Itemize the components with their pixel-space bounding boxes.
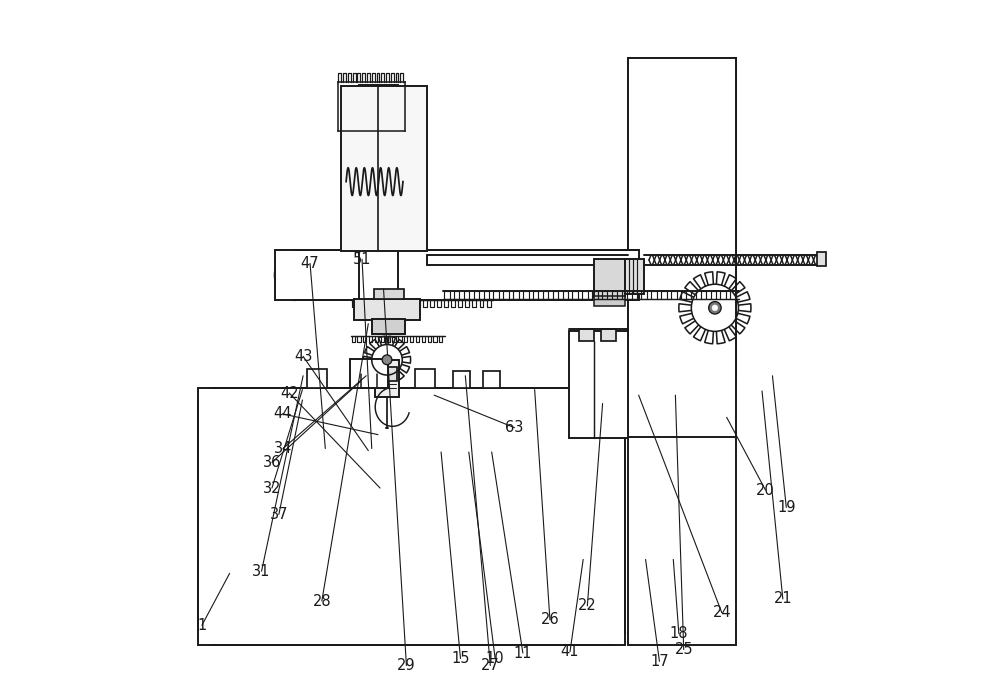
Text: 25: 25 — [674, 642, 693, 657]
Text: 47: 47 — [301, 256, 319, 271]
Bar — [579, 329, 594, 341]
Bar — [817, 253, 826, 266]
Text: 11: 11 — [514, 645, 532, 661]
Bar — [628, 58, 736, 438]
Bar — [594, 260, 625, 297]
Text: 17: 17 — [650, 654, 669, 669]
Bar — [569, 331, 628, 438]
Text: 42: 42 — [280, 386, 299, 401]
Bar — [350, 359, 388, 388]
Text: 21: 21 — [774, 592, 792, 606]
Text: 37: 37 — [270, 507, 288, 522]
Bar — [341, 86, 427, 251]
Bar — [359, 85, 398, 300]
Text: 10: 10 — [486, 651, 504, 666]
Bar — [374, 289, 404, 299]
Circle shape — [712, 305, 718, 310]
Circle shape — [382, 355, 392, 365]
Text: 22: 22 — [578, 599, 597, 613]
Text: 51: 51 — [353, 252, 371, 267]
Bar — [198, 388, 625, 644]
Bar — [594, 296, 625, 306]
Text: 29: 29 — [397, 658, 416, 673]
Bar — [415, 369, 435, 388]
Text: 18: 18 — [670, 626, 688, 641]
Bar — [601, 329, 616, 341]
Text: 34: 34 — [274, 441, 292, 456]
Text: 1: 1 — [197, 618, 207, 633]
Bar — [483, 371, 500, 388]
Bar — [625, 260, 644, 294]
Bar — [453, 371, 470, 388]
Text: 15: 15 — [451, 651, 470, 666]
Circle shape — [709, 301, 721, 314]
Text: 31: 31 — [252, 564, 271, 578]
Text: 26: 26 — [541, 612, 559, 627]
Text: 19: 19 — [777, 500, 796, 515]
Bar — [354, 299, 420, 320]
Text: 27: 27 — [481, 658, 500, 673]
Bar — [307, 369, 327, 388]
Text: 41: 41 — [561, 644, 579, 659]
Bar — [628, 58, 736, 381]
Text: 44: 44 — [273, 406, 292, 421]
Bar — [275, 251, 639, 300]
Text: 63: 63 — [505, 420, 524, 435]
Text: 24: 24 — [713, 606, 731, 620]
Text: 43: 43 — [294, 349, 312, 364]
Text: 20: 20 — [756, 482, 775, 498]
Text: 28: 28 — [313, 594, 331, 608]
Bar — [375, 360, 399, 397]
Text: 32: 32 — [263, 480, 281, 496]
Text: 36: 36 — [263, 455, 281, 470]
Bar — [628, 436, 736, 644]
Bar — [377, 367, 397, 381]
Bar — [372, 319, 405, 334]
